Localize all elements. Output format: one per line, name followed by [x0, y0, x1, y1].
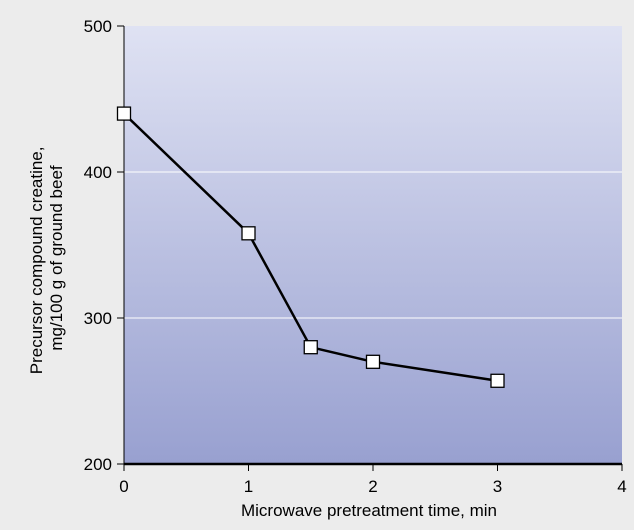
data-point-0 — [116, 106, 132, 121]
y-tick-label-200: 200 — [84, 455, 112, 474]
x-tick-label-1: 1 — [244, 477, 253, 496]
x-tick-label-4: 4 — [617, 477, 626, 496]
data-point-3 — [490, 373, 505, 388]
y-axis-title-line-1: Precursor compound creatine, — [27, 147, 46, 375]
gridlines — [124, 171, 622, 319]
y-axis-title-line-2: mg/100 g of ground beef — [47, 165, 66, 351]
x-axis-title: Microwave pretreatment time, min — [241, 501, 497, 520]
y-axis-ticks: 200 300 400 500 — [84, 17, 124, 474]
y-axis-title: Precursor compound creatine, mg/100 g of… — [27, 142, 66, 374]
data-point-1 — [241, 226, 256, 241]
series-layer — [116, 106, 505, 388]
x-tick-label-0: 0 — [119, 477, 128, 496]
data-point-1.5 — [303, 340, 318, 355]
x-axis-ticks: 0 1 2 3 4 — [119, 464, 627, 496]
y-tick-label-400: 400 — [84, 163, 112, 182]
x-tick-label-3: 3 — [493, 477, 502, 496]
y-tick-label-500: 500 — [84, 17, 112, 36]
plot-area — [124, 26, 622, 464]
y-tick-label-300: 300 — [84, 309, 112, 328]
data-point-2 — [365, 354, 381, 369]
x-tick-label-2: 2 — [368, 477, 377, 496]
